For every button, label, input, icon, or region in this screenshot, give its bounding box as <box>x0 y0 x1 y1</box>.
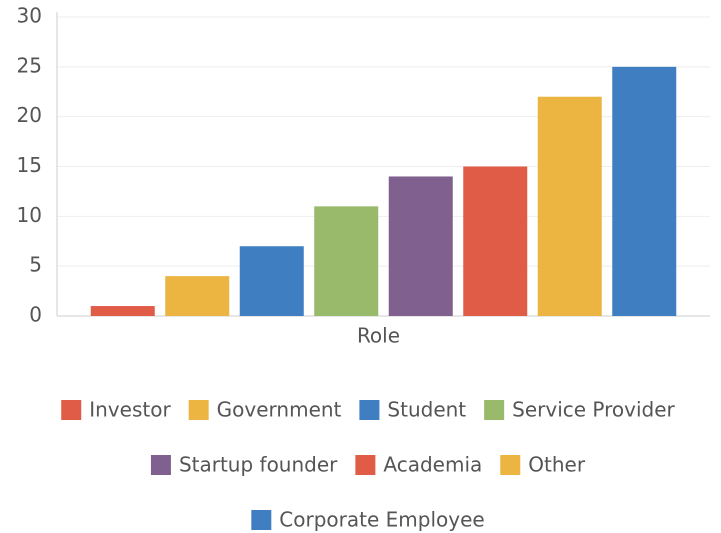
y-tick-label: 25 <box>17 53 42 77</box>
legend-item: Startup founder <box>150 453 338 477</box>
y-tick-label: 0 <box>29 303 42 327</box>
legend-swatch <box>150 455 171 475</box>
legend-item: Investor <box>61 398 171 422</box>
legend-label: Corporate Employee <box>279 508 484 532</box>
bar <box>90 306 155 316</box>
legend-item: Government <box>188 398 342 422</box>
bar <box>165 276 230 316</box>
y-tick-label: 20 <box>17 103 42 127</box>
legend-item: Academia <box>355 453 482 477</box>
legend-label: Government <box>217 398 342 422</box>
legend-swatch <box>359 400 380 420</box>
legend-swatch <box>251 510 272 530</box>
bar <box>612 66 677 316</box>
legend-swatch <box>61 400 82 420</box>
legend-item: Other <box>500 453 586 477</box>
y-tick-label: 15 <box>17 153 42 177</box>
legend-label: Student <box>387 398 466 422</box>
y-tick-label: 5 <box>29 253 42 277</box>
legend-item: Student <box>359 398 466 422</box>
bar <box>463 166 528 316</box>
y-tick-label: 10 <box>17 203 42 227</box>
legend-label: Service Provider <box>512 398 675 422</box>
legend-item: Service Provider <box>484 398 676 422</box>
bar <box>537 96 602 316</box>
legend-swatch <box>500 455 521 475</box>
legend-item: Corporate Employee <box>251 508 485 532</box>
legend-swatch <box>484 400 505 420</box>
y-tick-label: 30 <box>17 4 42 28</box>
bar <box>239 246 304 316</box>
bar <box>314 206 379 316</box>
legend-label: Investor <box>89 398 171 422</box>
legend-label: Other <box>528 453 586 477</box>
x-tick-label: Role <box>357 324 400 348</box>
legend-swatch <box>355 455 376 475</box>
legend-label: Startup founder <box>179 453 338 477</box>
legend-swatch <box>188 400 209 420</box>
legend-label: Academia <box>383 453 482 477</box>
bar <box>388 176 453 316</box>
